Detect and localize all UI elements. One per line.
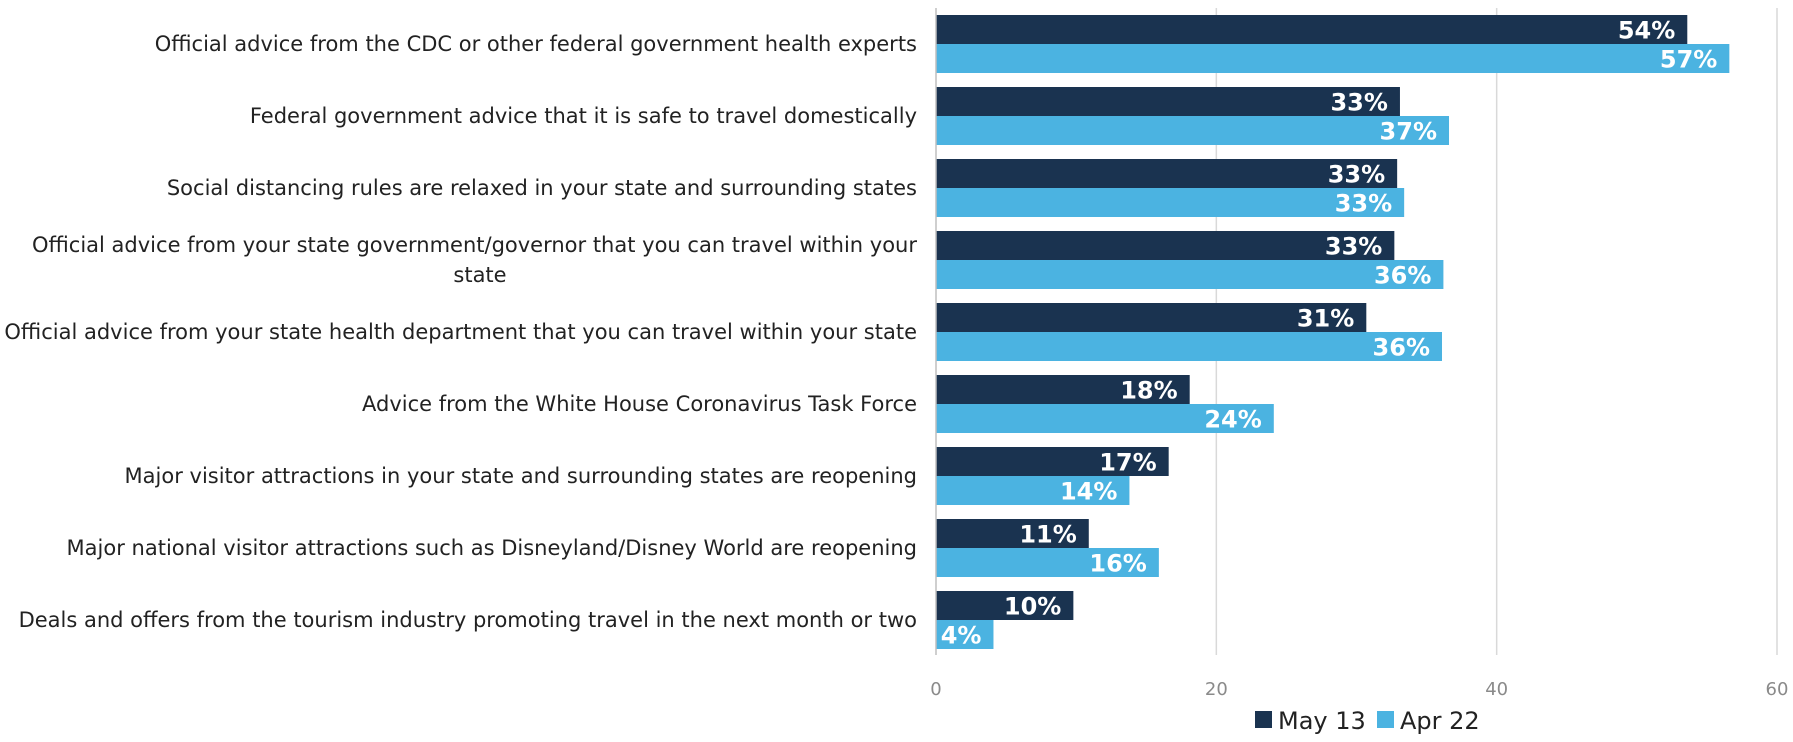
- bar-apr-22: [936, 116, 1450, 145]
- category-label-line: Official advice from your state governme…: [32, 233, 917, 257]
- bar-may-13: [936, 15, 1688, 44]
- x-tick-label: 20: [1205, 679, 1228, 700]
- bar-value-label: 54%: [1618, 17, 1675, 45]
- bar-value-label: 33%: [1328, 161, 1385, 189]
- bar-value-label: 11%: [1019, 521, 1076, 549]
- bar-apr-22: [936, 548, 1159, 577]
- bar-may-13: [936, 375, 1190, 404]
- category-label: Deals and offers from the tourism indust…: [19, 608, 917, 632]
- bar-value-label: 14%: [1060, 478, 1117, 506]
- category-label-line: Deals and offers from the tourism indust…: [19, 608, 917, 632]
- category-label: Major visitor attractions in your state …: [125, 464, 917, 488]
- x-tick-label: 40: [1485, 679, 1508, 700]
- bar-value-label: 31%: [1297, 305, 1354, 333]
- legend-label: Apr 22: [1400, 707, 1480, 735]
- bar-value-label: 18%: [1120, 377, 1177, 405]
- category-label-line: Social distancing rules are relaxed in y…: [167, 176, 917, 200]
- bar-apr-22: [936, 476, 1130, 505]
- bar-value-label: 57%: [1660, 46, 1717, 74]
- bar-value-label: 10%: [1004, 593, 1061, 621]
- bar-value-label: 16%: [1089, 550, 1146, 578]
- bar-may-13: [936, 159, 1398, 188]
- bar-value-label: 36%: [1374, 262, 1431, 290]
- legend: May 13 Apr 22: [1255, 707, 1480, 735]
- bar-value-label: 17%: [1099, 449, 1156, 477]
- bar-apr-22: [936, 260, 1444, 289]
- bar-apr-22: [936, 404, 1274, 433]
- value-labels: 54%33%33%33%31%18%17%11%10%57%37%33%36%3…: [941, 17, 1718, 650]
- bar-apr-22: [936, 620, 994, 649]
- bar-may-13: [936, 231, 1395, 260]
- bar-may-13: [936, 87, 1400, 116]
- bar-value-label: 36%: [1373, 334, 1430, 362]
- category-label-line: state: [453, 263, 506, 287]
- category-label: Official advice from the CDC or other fe…: [155, 32, 917, 56]
- bar-may-13: [936, 591, 1074, 620]
- category-label: Major national visitor attractions such …: [67, 536, 917, 560]
- category-label: Official advice from your state governme…: [32, 233, 917, 287]
- legend-label: May 13: [1278, 707, 1366, 735]
- bar-value-label: 33%: [1335, 190, 1392, 218]
- bar-value-label: 24%: [1204, 406, 1261, 434]
- category-label: Federal government advice that it is saf…: [250, 104, 917, 128]
- bar-value-label: 37%: [1380, 118, 1437, 146]
- bar-apr-22: [936, 188, 1405, 217]
- category-label: Official advice from your state health d…: [4, 320, 917, 344]
- category-label-line: Major national visitor attractions such …: [67, 536, 917, 560]
- category-labels: Official advice from the CDC or other fe…: [4, 32, 917, 632]
- bar-apr-22: [936, 332, 1443, 361]
- bar-may-13: [936, 303, 1367, 332]
- bar-may-13: [936, 519, 1089, 548]
- x-axis-ticks: 0 20 40 60: [930, 679, 1788, 700]
- category-label-line: Official advice from the CDC or other fe…: [155, 32, 917, 56]
- bar-value-label: 33%: [1325, 233, 1382, 261]
- bar-may-13: [936, 447, 1169, 476]
- category-label-line: Major visitor attractions in your state …: [125, 464, 917, 488]
- bars: [936, 15, 1730, 649]
- category-label-line: Official advice from your state health d…: [4, 320, 917, 344]
- x-tick-label: 60: [1766, 679, 1789, 700]
- category-label-line: Advice from the White House Coronavirus …: [362, 392, 917, 416]
- bar-apr-22: [936, 44, 1730, 73]
- category-label: Advice from the White House Coronavirus …: [362, 392, 917, 416]
- bar-value-label: 4%: [941, 622, 982, 650]
- category-label-line: Federal government advice that it is saf…: [250, 104, 917, 128]
- legend-swatch: [1377, 711, 1394, 728]
- category-label: Social distancing rules are relaxed in y…: [167, 176, 917, 200]
- bar-value-label: 33%: [1330, 89, 1387, 117]
- x-tick-label: 0: [930, 679, 941, 700]
- legend-swatch: [1255, 711, 1272, 728]
